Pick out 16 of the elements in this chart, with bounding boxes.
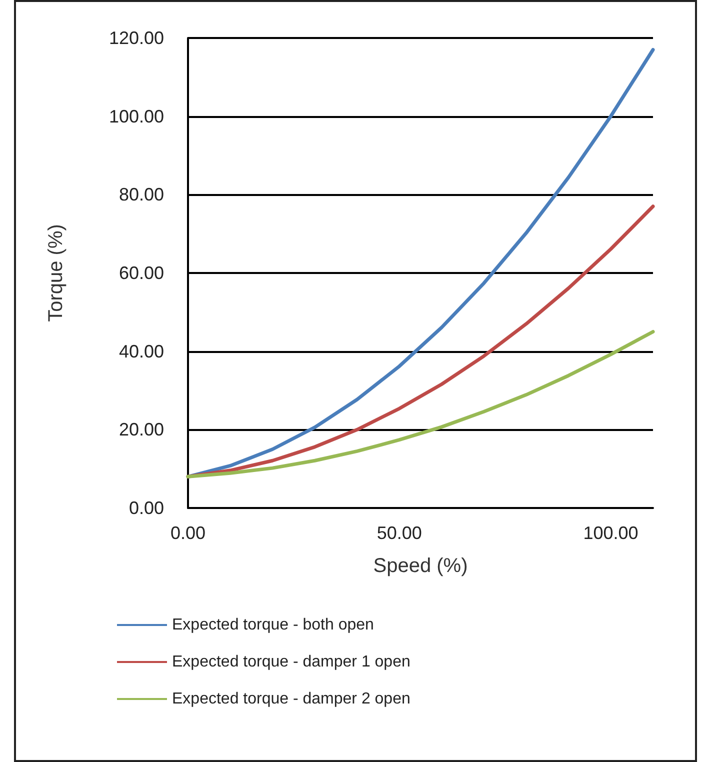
y-tick-label: 120.00 <box>108 28 164 48</box>
x-tick-label: 100.00 <box>583 523 638 543</box>
y-tick-label: 0.00 <box>128 498 164 518</box>
x-tick-label: 50.00 <box>376 523 422 543</box>
y-tick-label: 100.00 <box>108 106 164 126</box>
legend-label: Expected torque - both open <box>172 616 374 634</box>
y-tick-label: 80.00 <box>118 184 164 205</box>
legend-label: Expected torque - damper 2 open <box>172 690 410 708</box>
y-tick-label: 40.00 <box>118 341 164 362</box>
x-axis-title: Speed (%) <box>373 555 468 577</box>
y-tick-label: 20.00 <box>118 420 164 440</box>
legend-label: Expected torque - damper 1 open <box>172 654 410 670</box>
line-series <box>186 330 655 478</box>
y-tick-label: 60.00 <box>118 263 164 283</box>
x-tick-label: 0.00 <box>170 523 206 543</box>
y-axis-title: Torque (%) <box>45 224 67 322</box>
